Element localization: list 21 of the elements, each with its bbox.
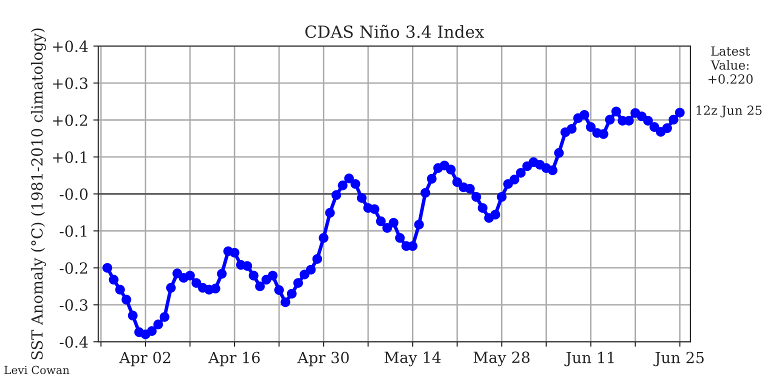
text: Levi Cowan bbox=[4, 366, 70, 374]
y-axis-title: SST Anomaly (°C) (1981-2010 climatology) bbox=[30, 28, 46, 360]
y-tick-label: -0.4 bbox=[60, 336, 88, 348]
y-tick-label: -0.2 bbox=[60, 262, 88, 274]
x-tick-label: Jun 25 bbox=[653, 352, 704, 366]
y-tick-label: +0.4 bbox=[53, 40, 88, 52]
y-tick-label: -0.0 bbox=[60, 188, 88, 200]
text: 12z Jun 25 bbox=[696, 106, 762, 118]
y-tick-label: -0.1 bbox=[60, 225, 86, 237]
y-tick-label: +0.3 bbox=[53, 78, 88, 90]
text: Latest Value: +0.220 bbox=[708, 46, 753, 84]
x-tick-label: May 28 bbox=[474, 352, 530, 366]
chart-title: CDAS Niño 3.4 Index bbox=[305, 24, 484, 38]
y-tick-label: +0.1 bbox=[53, 151, 86, 163]
x-tick-label: Apr 02 bbox=[119, 352, 170, 366]
x-tick-label: Apr 16 bbox=[208, 352, 260, 366]
x-tick-label: Apr 30 bbox=[297, 352, 349, 366]
y-tick-label: -0.3 bbox=[60, 299, 88, 311]
x-tick-label: May 14 bbox=[384, 352, 441, 366]
y-tick-label: +0.2 bbox=[53, 114, 88, 126]
x-tick-label: Jun 11 bbox=[564, 352, 614, 366]
